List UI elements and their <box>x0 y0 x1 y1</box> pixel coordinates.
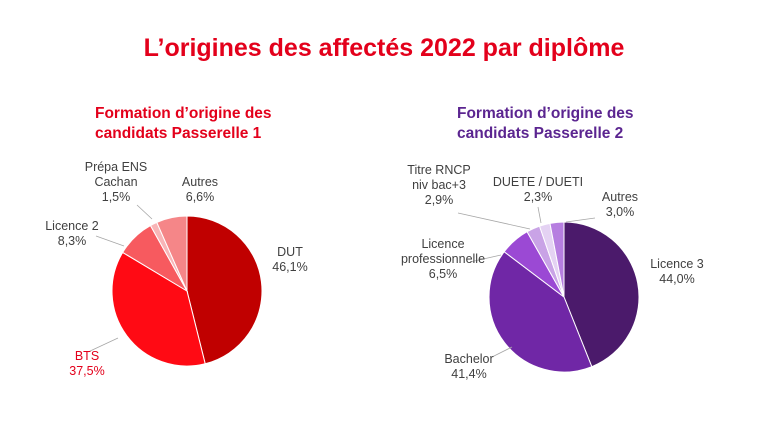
chart1-title-line: candidats Passerelle 1 <box>95 125 262 142</box>
leader-line <box>457 212 531 230</box>
chart1-title: Formation d’origine des candidats Passer… <box>95 104 355 144</box>
chart2-title-line: Formation d’origine des <box>457 105 634 122</box>
leader-line <box>565 217 596 223</box>
slice-value: 37,5% <box>69 364 104 378</box>
slice-name: Cachan <box>94 175 137 189</box>
leader-line <box>95 235 125 247</box>
slice-value: 2,9% <box>425 193 454 207</box>
slice-label: DUT 46,1% <box>272 245 307 274</box>
chart2-title: Formation d’origine des candidats Passer… <box>457 104 717 144</box>
slice-label: Autres 6,6% <box>182 175 218 204</box>
pie-slice <box>156 215 188 292</box>
slice-label: Licence 2 8,3% <box>45 219 99 248</box>
slice-value: 46,1% <box>272 260 307 274</box>
slice-value: 3,0% <box>606 205 635 219</box>
slice-value: 41,4% <box>451 367 486 381</box>
leader-line <box>136 204 153 220</box>
slice-name: Prépa ENS <box>85 160 148 174</box>
slice-name: Licence 3 <box>650 257 704 271</box>
slice-label: Prépa ENS Cachan 1,5% <box>85 160 148 204</box>
pie-slice <box>549 221 565 298</box>
slice-name: niv bac+3 <box>412 178 466 192</box>
slice-label: Bachelor 41,4% <box>444 352 493 381</box>
pie-chart-1: DUT 46,1% BTS 37,5% Licence 2 8,3% Prépa ENS Ca… <box>45 160 307 378</box>
slice-label: Titre RNCP niv bac+3 2,9% <box>407 163 470 207</box>
slice-name: Titre RNCP <box>407 163 470 177</box>
pie-slice <box>563 221 640 368</box>
slice-name: DUETE / DUETI <box>493 175 583 189</box>
pie-slice <box>111 251 206 367</box>
slice-value: 1,5% <box>102 190 131 204</box>
chart2-title-line: candidats Passerelle 2 <box>457 125 624 142</box>
slice-name: Autres <box>602 190 638 204</box>
slice-label: Autres 3,0% <box>602 190 638 219</box>
page-title: L’origines des affectés 2022 par diplôme <box>143 34 625 62</box>
pie-slice <box>186 215 263 365</box>
slice-name: Autres <box>182 175 218 189</box>
slice-name: professionnelle <box>401 252 485 266</box>
slice-value: 2,3% <box>524 190 553 204</box>
pie-chart-2: Licence 3 44,0% Bachelor 41,4% Licence profes… <box>401 163 704 381</box>
slice-value: 6,6% <box>186 190 215 204</box>
chart1-title-line: Formation d’origine des <box>95 105 272 122</box>
slice-value: 6,5% <box>429 267 458 281</box>
slice-label: Licence professionnelle 6,5% <box>401 237 485 281</box>
leader-line <box>469 254 502 263</box>
slice-name: Bachelor <box>444 352 493 366</box>
slice-name: Licence <box>421 237 464 251</box>
leader-line <box>491 346 513 358</box>
slice-name: DUT <box>277 245 303 259</box>
slice-value: 44,0% <box>659 272 694 286</box>
slice-name: BTS <box>75 349 99 363</box>
slice-label: BTS 37,5% <box>69 349 104 378</box>
slice-label: Licence 3 44,0% <box>650 257 704 286</box>
leader-line <box>537 206 542 224</box>
slice-label: DUETE / DUETI 2,3% <box>493 175 583 204</box>
slice-value: 8,3% <box>58 234 87 248</box>
pie-slice <box>488 251 593 373</box>
leader-line <box>87 337 119 353</box>
slice-name: Licence 2 <box>45 219 99 233</box>
